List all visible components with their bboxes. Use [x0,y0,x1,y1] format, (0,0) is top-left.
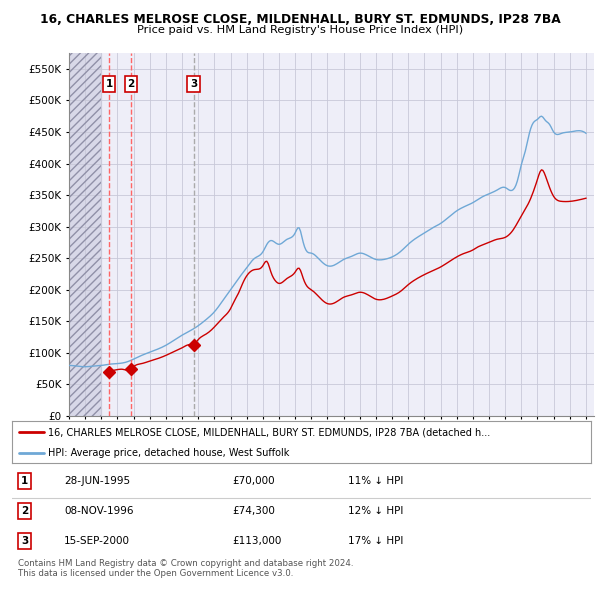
Text: 16, CHARLES MELROSE CLOSE, MILDENHALL, BURY ST. EDMUNDS, IP28 7BA: 16, CHARLES MELROSE CLOSE, MILDENHALL, B… [40,13,560,26]
Text: 2: 2 [128,79,135,89]
Text: 1: 1 [106,79,113,89]
Text: 1: 1 [21,476,28,486]
Text: 2: 2 [21,506,28,516]
Text: £70,000: £70,000 [232,476,275,486]
Text: 17% ↓ HPI: 17% ↓ HPI [348,536,403,546]
Text: 15-SEP-2000: 15-SEP-2000 [64,536,130,546]
Text: 3: 3 [190,79,197,89]
Text: 28-JUN-1995: 28-JUN-1995 [64,476,130,486]
Text: 3: 3 [21,536,28,546]
Text: 08-NOV-1996: 08-NOV-1996 [64,506,134,516]
Text: £113,000: £113,000 [232,536,281,546]
Text: 12% ↓ HPI: 12% ↓ HPI [348,506,403,516]
Text: 11% ↓ HPI: 11% ↓ HPI [348,476,403,486]
Text: Price paid vs. HM Land Registry's House Price Index (HPI): Price paid vs. HM Land Registry's House … [137,25,463,35]
Bar [69,53,101,416]
Bar [69,53,101,416]
Text: HPI: Average price, detached house, West Suffolk: HPI: Average price, detached house, West… [48,448,289,457]
Text: Contains HM Land Registry data © Crown copyright and database right 2024.: Contains HM Land Registry data © Crown c… [18,559,353,568]
Text: This data is licensed under the Open Government Licence v3.0.: This data is licensed under the Open Gov… [18,569,293,578]
Text: 16, CHARLES MELROSE CLOSE, MILDENHALL, BURY ST. EDMUNDS, IP28 7BA (detached h...: 16, CHARLES MELROSE CLOSE, MILDENHALL, B… [48,427,490,437]
Text: £74,300: £74,300 [232,506,275,516]
